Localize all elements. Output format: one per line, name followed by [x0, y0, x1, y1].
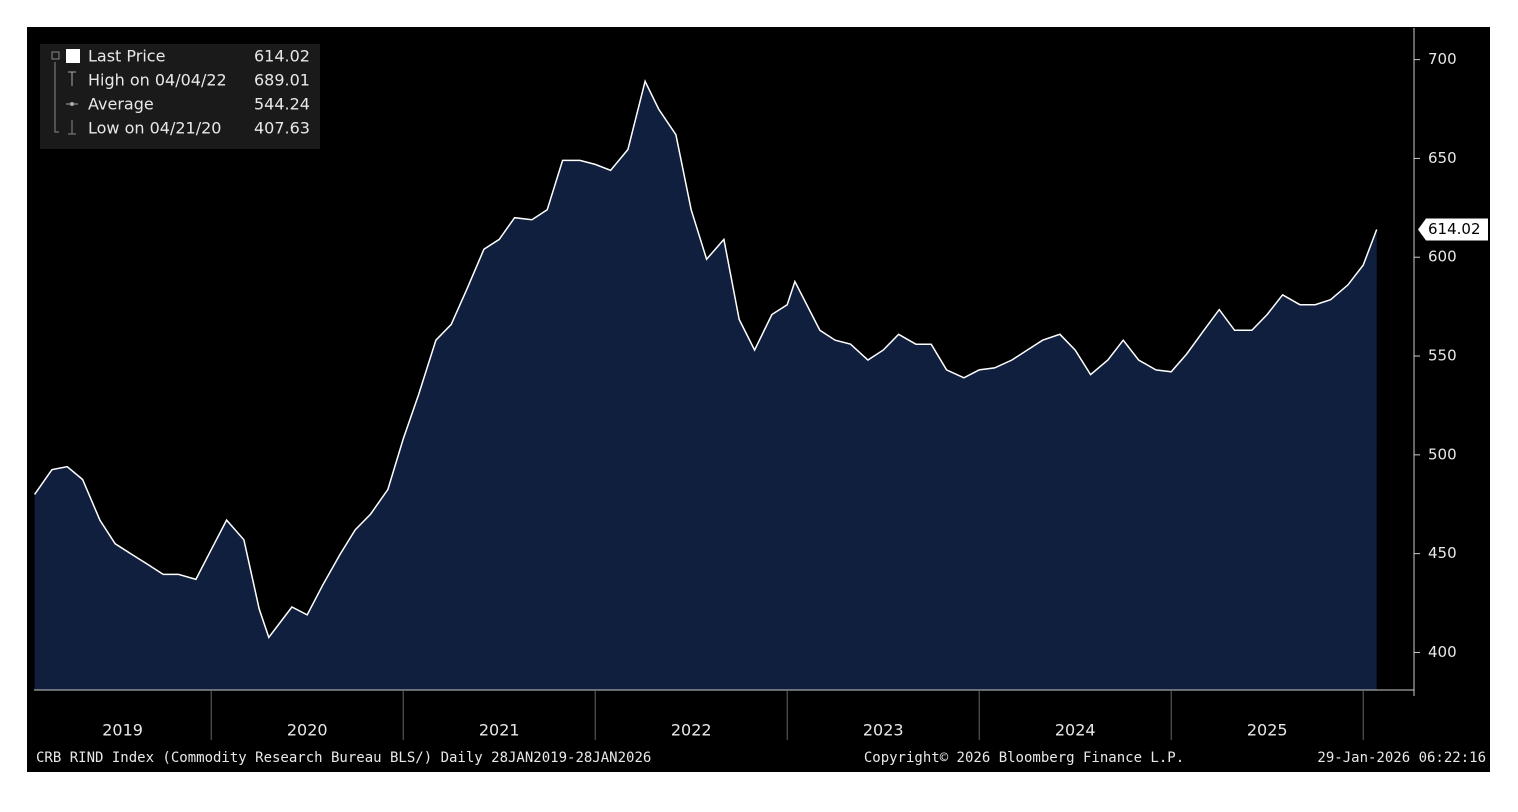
x-year-label: 2022 — [671, 721, 712, 740]
x-year-label: 2019 — [102, 721, 143, 740]
legend-icon — [54, 62, 76, 135]
last-price-tag — [1418, 218, 1488, 241]
y-tick-label: 500 — [1428, 445, 1457, 463]
x-year-label: 2020 — [287, 721, 328, 740]
legend-value: 614.02 — [254, 47, 310, 66]
legend: Last Price High on 04/04/22 Average Low … — [40, 44, 320, 149]
legend-box — [40, 44, 320, 149]
x-year-label: 2021 — [479, 721, 520, 740]
y-tick-label: 450 — [1428, 544, 1457, 562]
x-year-label: 2023 — [863, 721, 904, 740]
y-tick-label: 600 — [1428, 248, 1457, 266]
legend-value: 544.24 — [254, 95, 310, 114]
legend-label: Last Price — [88, 47, 165, 66]
y-tick-label: 550 — [1428, 347, 1457, 365]
legend-icon — [51, 51, 60, 60]
y-tick-label: 700 — [1428, 50, 1457, 68]
y-tick-label: 400 — [1428, 643, 1457, 661]
footer-timestamp: 29-Jan-2026 06:22:16 — [1317, 750, 1486, 766]
footer-copyright: Copyright© 2026 Bloomberg Finance L.P. — [864, 750, 1184, 766]
legend-value: 689.01 — [254, 71, 310, 90]
area — [34, 81, 1377, 691]
last-price-label: 614.02 — [1428, 220, 1481, 238]
x-year-label: 2024 — [1055, 721, 1096, 740]
y-tick-label: 650 — [1428, 149, 1457, 167]
legend-icon — [70, 102, 74, 106]
legend-label: Low on 04/21/20 — [88, 119, 221, 138]
x-year-label: 2025 — [1247, 721, 1288, 740]
legend-value: 407.63 — [254, 119, 310, 138]
price-line — [33, 79, 1378, 639]
legend-label: High on 04/04/22 — [88, 71, 227, 90]
legend-swatch — [66, 49, 80, 63]
footer-source: CRB RIND Index (Commodity Research Burea… — [36, 750, 651, 766]
legend-label: Average — [88, 95, 154, 114]
